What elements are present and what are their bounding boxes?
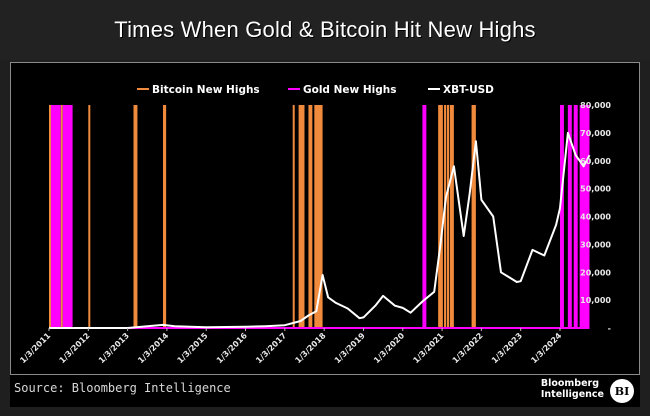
bi-logo-icon: BI <box>610 379 634 403</box>
gold-high-band <box>50 105 61 328</box>
bitcoin-high-band <box>133 105 138 328</box>
x-tick-label: 1/3/2016 <box>215 331 249 365</box>
x-tick-label: 1/3/2018 <box>293 331 327 365</box>
legend-label: Bitcoin New Highs <box>152 84 260 96</box>
y-tick-label: - <box>608 324 611 333</box>
gold-high-band <box>560 105 564 328</box>
bitcoin-high-band <box>444 105 447 328</box>
brand-line-1: Bloomberg <box>540 378 600 389</box>
bitcoin-high-band <box>292 105 295 328</box>
x-tick-label: 1/3/2024 <box>529 331 563 365</box>
y-tick-label: 10,000 <box>580 296 611 305</box>
source-label: Source: Bloomberg Intelligence <box>14 381 231 395</box>
x-tick-label: 1/3/2022 <box>451 331 485 365</box>
chart-svg: - 10,000 20,000 30,000 40,000 50,000 60,000 70,… <box>18 84 611 365</box>
footer: Source: Bloomberg Intelligence Bloomberg… <box>10 375 640 407</box>
bitcoin-high-band <box>298 105 305 328</box>
bitcoin-high-band <box>49 105 51 328</box>
x-tick-label: 1/3/2017 <box>254 331 288 365</box>
y-tick-label: 80,000 <box>580 101 611 110</box>
y-tick-label: 40,000 <box>580 213 611 222</box>
bitcoin-high-band <box>308 105 313 328</box>
x-tick-label: 1/3/2013 <box>97 331 131 365</box>
x-tick-label: 1/3/2023 <box>490 331 524 365</box>
bitcoin-high-band <box>88 105 91 328</box>
brand-name: Bloomberg Intelligence <box>541 378 604 400</box>
gold-high-band <box>579 105 590 328</box>
x-tick-label: 1/3/2011 <box>18 331 52 365</box>
x-tick-label: 1/3/2019 <box>333 331 367 365</box>
xbt-usd-line <box>49 131 591 329</box>
bitcoin-high-band <box>449 105 454 328</box>
bitcoin-high-band <box>162 105 167 328</box>
y-tick-label: 50,000 <box>580 185 611 194</box>
gold-high-band <box>62 105 73 328</box>
y-tick-label: 20,000 <box>580 268 611 277</box>
chart-title: Times When Gold & Bitcoin Hit New Highs <box>114 17 536 42</box>
title-bar: Times When Gold & Bitcoin Hit New Highs <box>0 0 650 60</box>
legend-label: XBT-USD <box>443 84 494 96</box>
x-tick-label: 1/3/2021 <box>411 331 445 365</box>
y-tick-label: 70,000 <box>580 129 611 138</box>
gold-high-band <box>567 105 572 328</box>
bitcoin-high-band <box>60 105 63 328</box>
y-tick-label: 30,000 <box>580 240 611 249</box>
x-tick-label: 1/3/2020 <box>372 331 406 365</box>
y-tick-label: 60,000 <box>580 157 611 166</box>
gold-high-band <box>573 105 578 328</box>
legend-label: Gold New Highs <box>303 84 397 96</box>
bitcoin-high-band <box>471 105 476 328</box>
x-tick-label: 1/3/2014 <box>136 331 170 365</box>
bitcoin-high-band <box>438 105 443 328</box>
bitcoin-high-band <box>446 105 450 328</box>
x-tick-label: 1/3/2015 <box>176 331 210 365</box>
chart-panel: - 10,000 20,000 30,000 40,000 50,000 60,000 70,… <box>10 62 640 375</box>
bitcoin-high-band <box>314 105 323 328</box>
gold-high-band <box>422 105 427 328</box>
x-tick-label: 1/3/2012 <box>58 331 92 365</box>
brand-line-2: Intelligence <box>540 389 604 400</box>
